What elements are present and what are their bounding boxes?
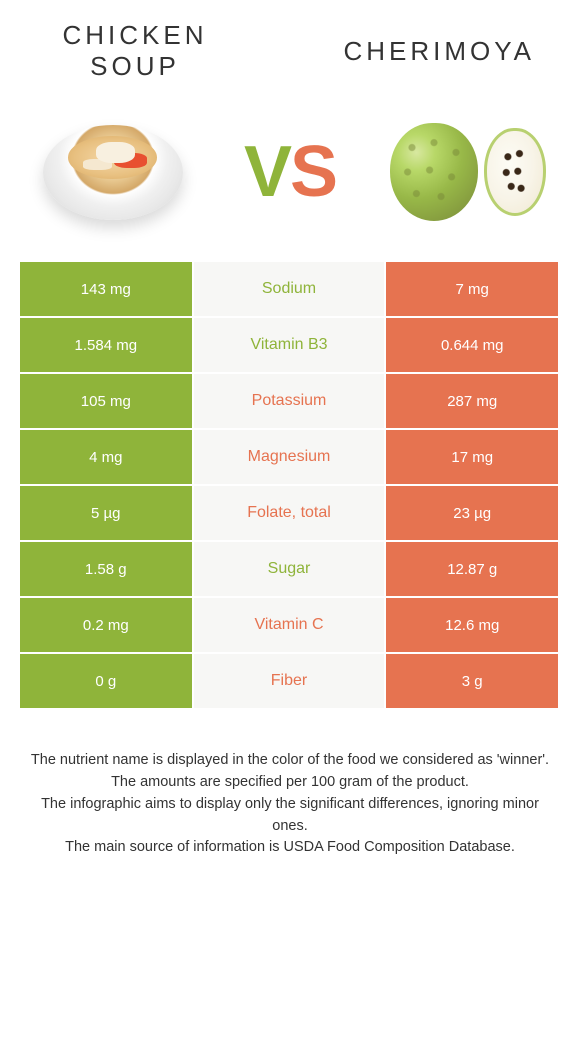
table-row: 4 mgMagnesium17 mg: [20, 430, 560, 486]
table-row: 105 mgPotassium287 mg: [20, 374, 560, 430]
right-value: 17 mg: [386, 430, 560, 486]
left-value: 0.2 mg: [20, 598, 194, 654]
right-value: 7 mg: [386, 262, 560, 318]
nutrient-name: Fiber: [194, 654, 387, 710]
footer-line: The infographic aims to display only the…: [25, 794, 555, 838]
table-row: 5 µgFolate, total23 µg: [20, 486, 560, 542]
vs-v: V: [244, 132, 290, 212]
vs-s: S: [290, 132, 336, 212]
right-value: 12.87 g: [386, 542, 560, 598]
left-value: 1.58 g: [20, 542, 194, 598]
left-value: 1.584 mg: [20, 318, 194, 374]
cherimoya-icon: [390, 123, 546, 221]
nutrient-name: Magnesium: [194, 430, 387, 486]
footer-line: The amounts are specified per 100 gram o…: [25, 772, 555, 794]
left-food-image: [35, 112, 190, 232]
right-food-image: [390, 112, 545, 232]
soup-bowl-icon: [43, 125, 183, 220]
right-value: 23 µg: [386, 486, 560, 542]
footer-line: The nutrient name is displayed in the co…: [25, 750, 555, 772]
footer-line: The main source of information is USDA F…: [25, 837, 555, 859]
right-value: 3 g: [386, 654, 560, 710]
vs-label: VS: [244, 131, 336, 213]
nutrient-name: Sodium: [194, 262, 387, 318]
table-row: 1.58 gSugar12.87 g: [20, 542, 560, 598]
nutrient-name: Sugar: [194, 542, 387, 598]
right-value: 0.644 mg: [386, 318, 560, 374]
table-row: 1.584 mgVitamin B30.644 mg: [20, 318, 560, 374]
left-value: 5 µg: [20, 486, 194, 542]
right-food-title: CHERIMOYA: [335, 36, 535, 67]
images-row: VS: [15, 102, 565, 262]
nutrient-name: Potassium: [194, 374, 387, 430]
nutrient-name: Folate, total: [194, 486, 387, 542]
table-row: 0 gFiber3 g: [20, 654, 560, 710]
table-row: 0.2 mgVitamin C12.6 mg: [20, 598, 560, 654]
nutrient-name: Vitamin C: [194, 598, 387, 654]
right-value: 287 mg: [386, 374, 560, 430]
left-food-title: CHICKEN SOUP: [45, 20, 225, 82]
nutrient-table: 143 mgSodium7 mg1.584 mgVitamin B30.644 …: [20, 262, 560, 710]
table-row: 143 mgSodium7 mg: [20, 262, 560, 318]
footer-notes: The nutrient name is displayed in the co…: [15, 710, 565, 859]
nutrient-name: Vitamin B3: [194, 318, 387, 374]
left-value: 143 mg: [20, 262, 194, 318]
left-value: 105 mg: [20, 374, 194, 430]
left-value: 0 g: [20, 654, 194, 710]
left-value: 4 mg: [20, 430, 194, 486]
header: CHICKEN SOUP CHERIMOYA: [15, 20, 565, 102]
right-value: 12.6 mg: [386, 598, 560, 654]
